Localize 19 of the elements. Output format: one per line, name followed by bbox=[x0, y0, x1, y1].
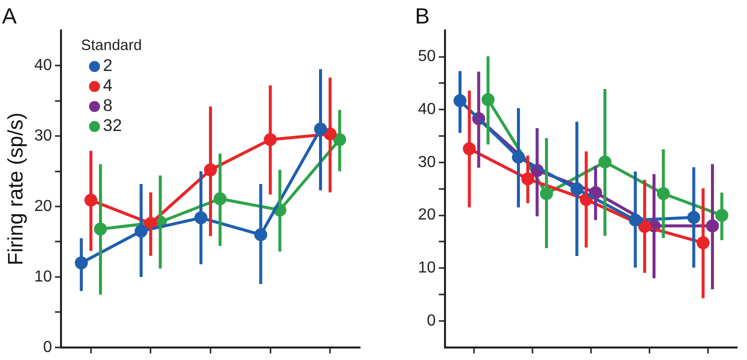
legend-label: 2 bbox=[102, 56, 112, 76]
legend-title: Standard bbox=[80, 36, 142, 56]
legend-label: 4 bbox=[102, 76, 112, 96]
y-axis-title: Firing rate (sp/s) bbox=[4, 112, 28, 266]
chart-title: A bbox=[2, 3, 17, 28]
y-tick-label: 30 bbox=[418, 154, 436, 171]
y-tick-label: 10 bbox=[34, 268, 52, 286]
y-tick-label: 20 bbox=[34, 198, 52, 215]
y-tick-label: 10 bbox=[418, 260, 436, 277]
y-tick-label: 0 bbox=[426, 312, 436, 330]
y-tick-label: 20 bbox=[418, 206, 436, 224]
y-tick-label: 40 bbox=[34, 57, 52, 74]
y-tick-label: 50 bbox=[418, 48, 436, 66]
legend-label: 32 bbox=[102, 116, 122, 136]
y-tick-label: 0 bbox=[43, 338, 52, 356]
y-tick-label: 40 bbox=[418, 101, 436, 118]
legend-label: 8 bbox=[102, 96, 112, 116]
chart-title: B bbox=[415, 3, 430, 28]
y-tick-label: 30 bbox=[34, 127, 52, 144]
